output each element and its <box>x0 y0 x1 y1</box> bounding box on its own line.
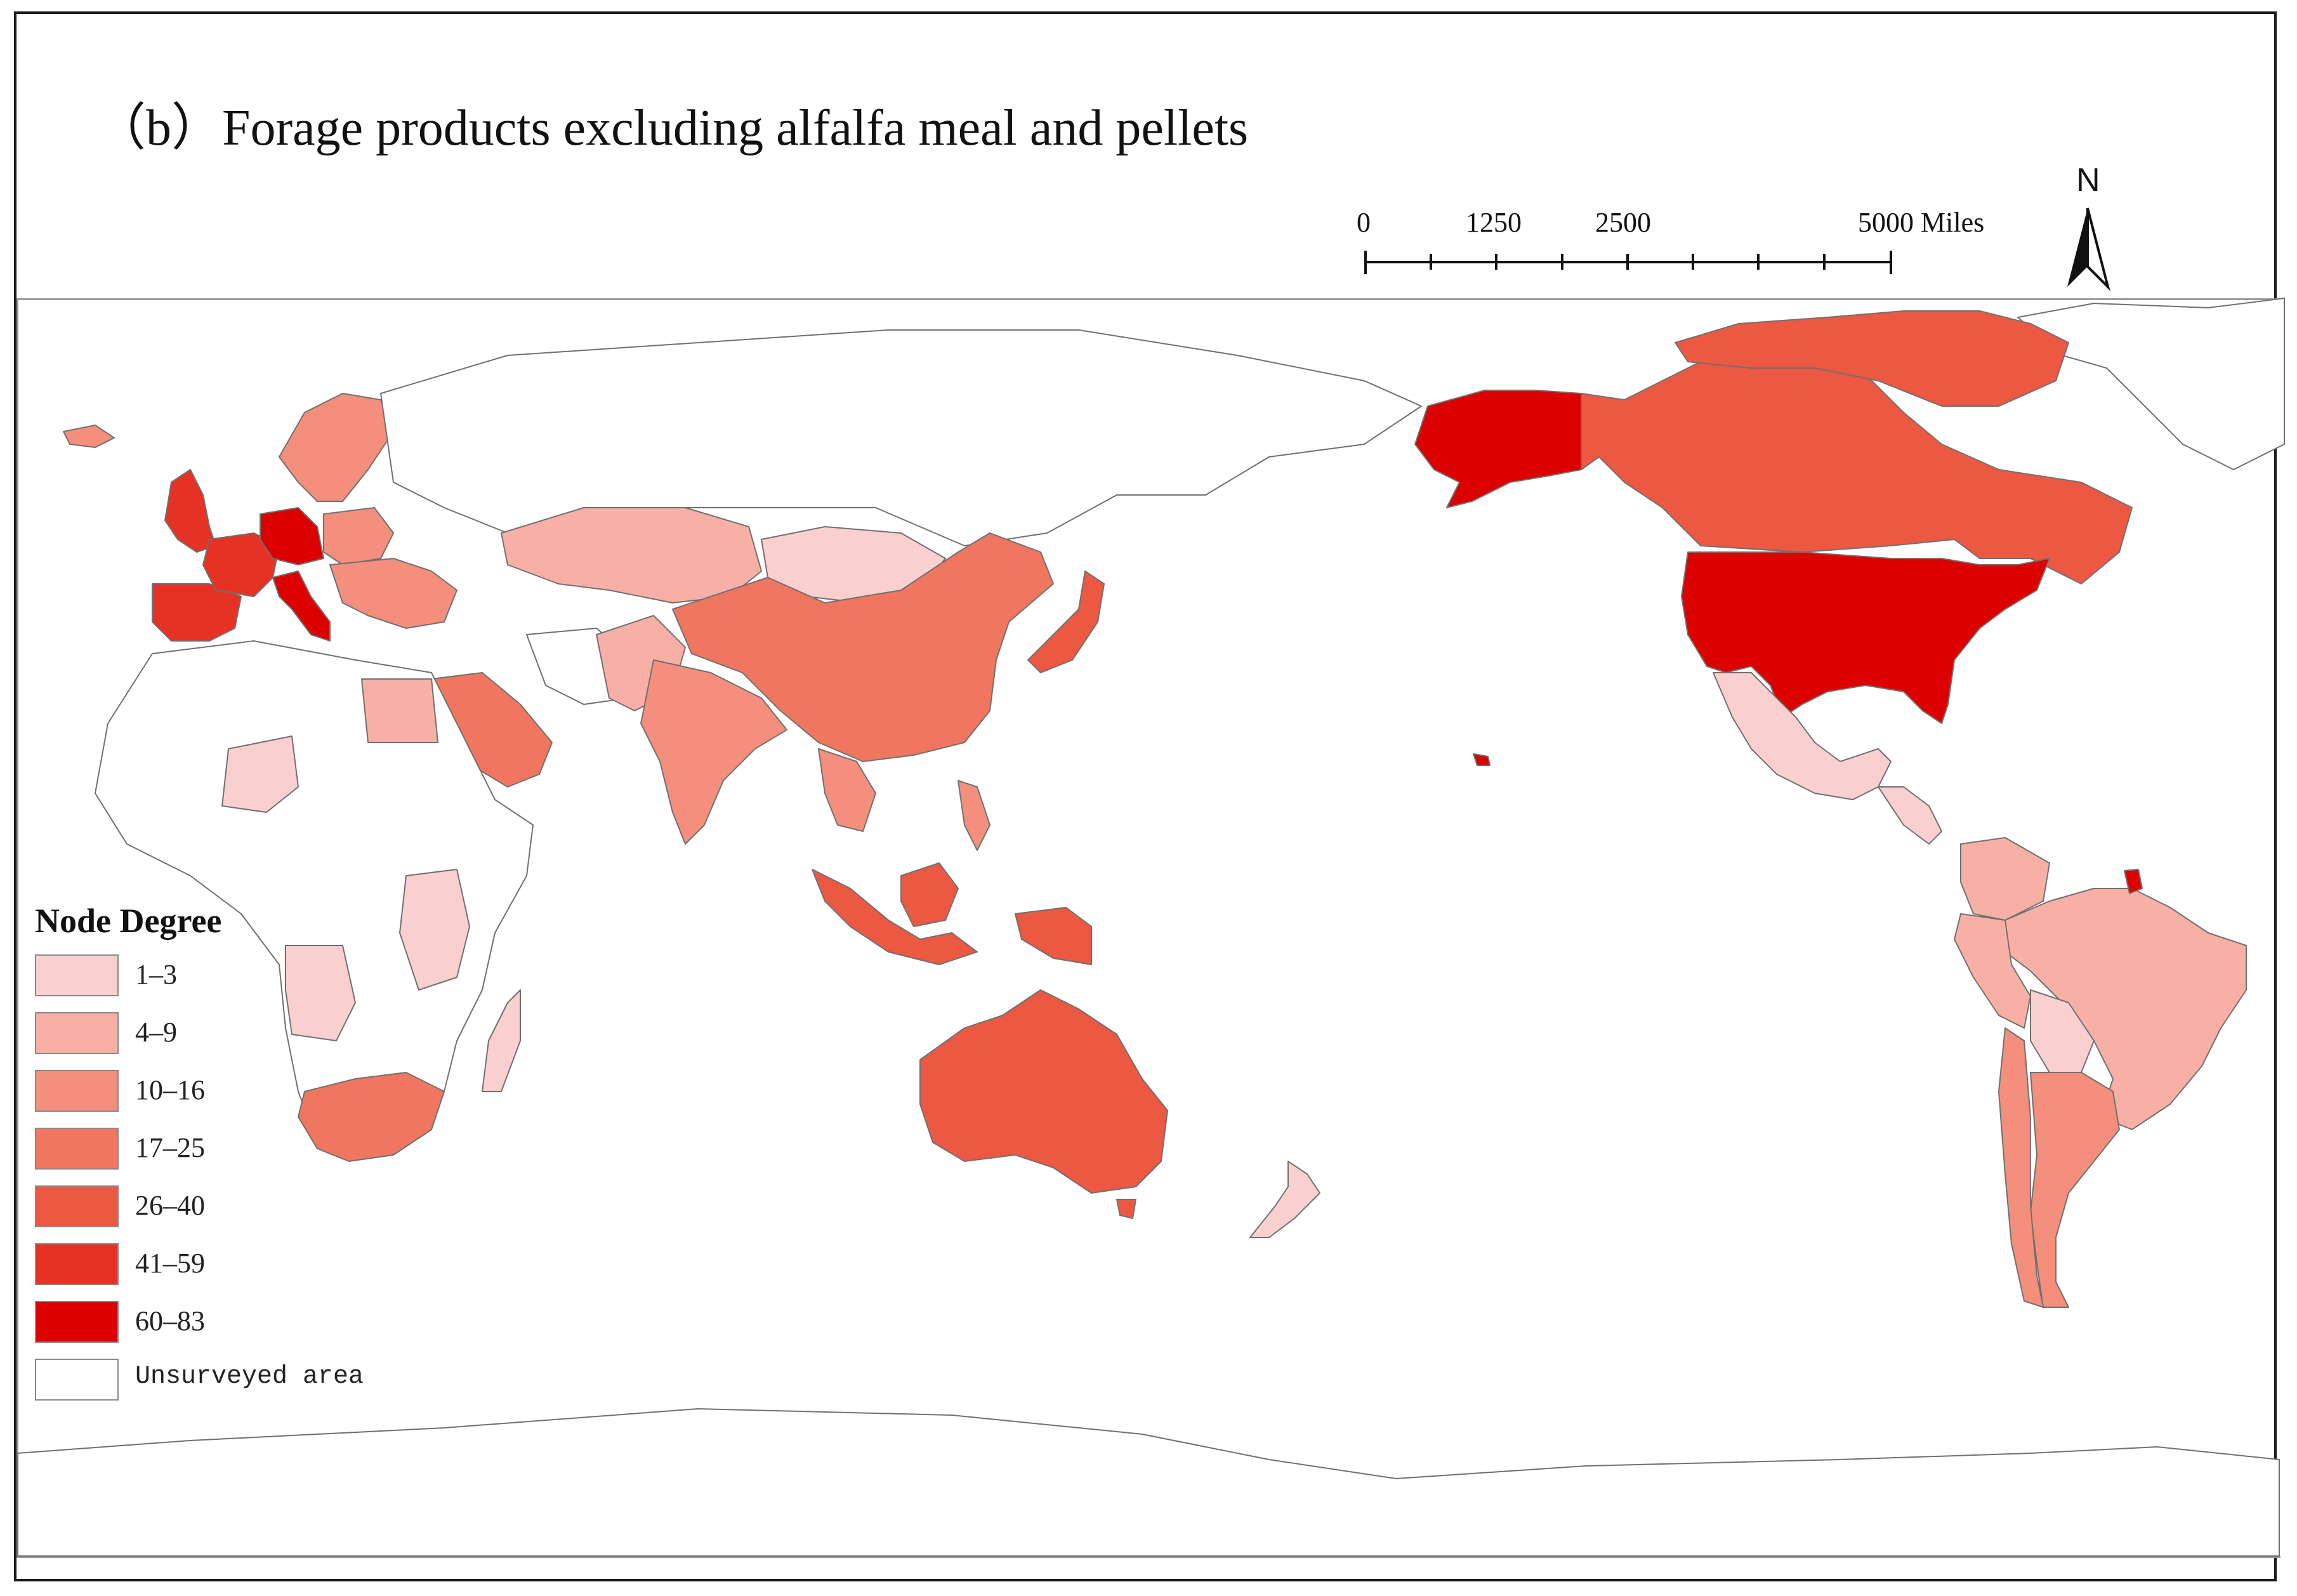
region-tanzania <box>399 869 470 991</box>
region-greenland <box>2017 298 2285 470</box>
north-arrow-icon <box>2067 208 2110 291</box>
region-sweden <box>279 393 394 502</box>
map-panel <box>16 298 2281 1558</box>
legend-label: 17–25 <box>135 1132 205 1163</box>
region-angola <box>285 945 356 1041</box>
region-new-zealand <box>1249 1161 1320 1238</box>
legend-swatch <box>35 1012 119 1054</box>
region-iceland <box>63 425 115 448</box>
legend-item: Unsurveyed area <box>35 1359 479 1403</box>
legend-swatch <box>35 1301 119 1343</box>
region-japan <box>1027 570 1105 673</box>
legend-label: 26–40 <box>135 1190 205 1221</box>
legend-label: Unsurveyed area <box>135 1362 364 1391</box>
legend-label: 41–59 <box>135 1248 205 1279</box>
region-italy <box>272 570 331 642</box>
region-hawaii <box>1473 753 1491 766</box>
legend-label: 60–83 <box>135 1305 205 1336</box>
scale-label-5000: 5000 Miles <box>1858 207 1985 238</box>
map-title: （b）Forage products excluding alfalfa mea… <box>95 100 1249 156</box>
scale-label-1250: 1250 <box>1466 207 1522 238</box>
legend-swatch <box>35 954 119 996</box>
region-indonesia <box>812 869 978 965</box>
region-russia <box>380 329 1422 546</box>
region-borneo <box>900 862 959 927</box>
legend-item: 26–40 <box>35 1185 479 1230</box>
region-canada-islands <box>1675 310 2069 407</box>
legend-swatch <box>35 1185 119 1227</box>
legend-label: 4–9 <box>135 1017 177 1048</box>
map-frame <box>14 11 2277 1581</box>
region-chile <box>1998 1027 2044 1308</box>
region-madagascar <box>482 989 521 1092</box>
region-germany <box>260 507 324 565</box>
region-colombia <box>1960 837 2050 921</box>
legend-swatch <box>35 1243 119 1285</box>
legend-item: 1–3 <box>35 954 479 999</box>
legend-label: 10–16 <box>135 1074 205 1105</box>
region-thailand <box>818 748 876 832</box>
legend-swatch <box>35 1070 119 1112</box>
region-tasmania <box>1116 1199 1136 1219</box>
region-kazakhstan <box>501 507 762 603</box>
region-china <box>672 532 1054 762</box>
region-papua <box>1015 907 1092 965</box>
region-central-america <box>1878 786 1942 845</box>
legend-item: 17–25 <box>35 1128 479 1172</box>
region-antarctica <box>17 1408 2280 1557</box>
region-philippines <box>958 780 991 851</box>
region-egypt <box>361 678 438 743</box>
region-india <box>640 659 787 845</box>
region-alaska <box>1414 390 1582 508</box>
legend-item: 4–9 <box>35 1012 479 1057</box>
legend-label: 1–3 <box>135 959 177 990</box>
region-australia <box>919 989 1168 1194</box>
region-uk <box>164 469 216 553</box>
region-east-europe <box>329 558 457 629</box>
legend-item: 10–16 <box>35 1070 479 1114</box>
region-poland <box>323 507 394 565</box>
scale-label-2500: 2500 <box>1595 207 1651 238</box>
region-argentina <box>2030 1072 2120 1308</box>
region-mexico <box>1713 672 1892 800</box>
legend-title: Node Degree <box>35 902 222 940</box>
region-south-africa <box>298 1072 445 1162</box>
scale-label-0: 0 <box>1357 207 1371 238</box>
region-niger <box>221 735 299 813</box>
region-usa <box>1681 551 2050 724</box>
legend-item: 41–59 <box>35 1243 479 1288</box>
region-france <box>202 532 280 597</box>
legend-item: 60–83 <box>35 1301 479 1345</box>
north-label: N <box>2076 162 2100 199</box>
region-peru <box>1954 913 2031 1029</box>
legend-swatch <box>35 1128 119 1170</box>
region-french-guiana <box>2124 869 2143 894</box>
legend-swatch <box>35 1359 119 1401</box>
scale-bar <box>1364 251 1892 274</box>
